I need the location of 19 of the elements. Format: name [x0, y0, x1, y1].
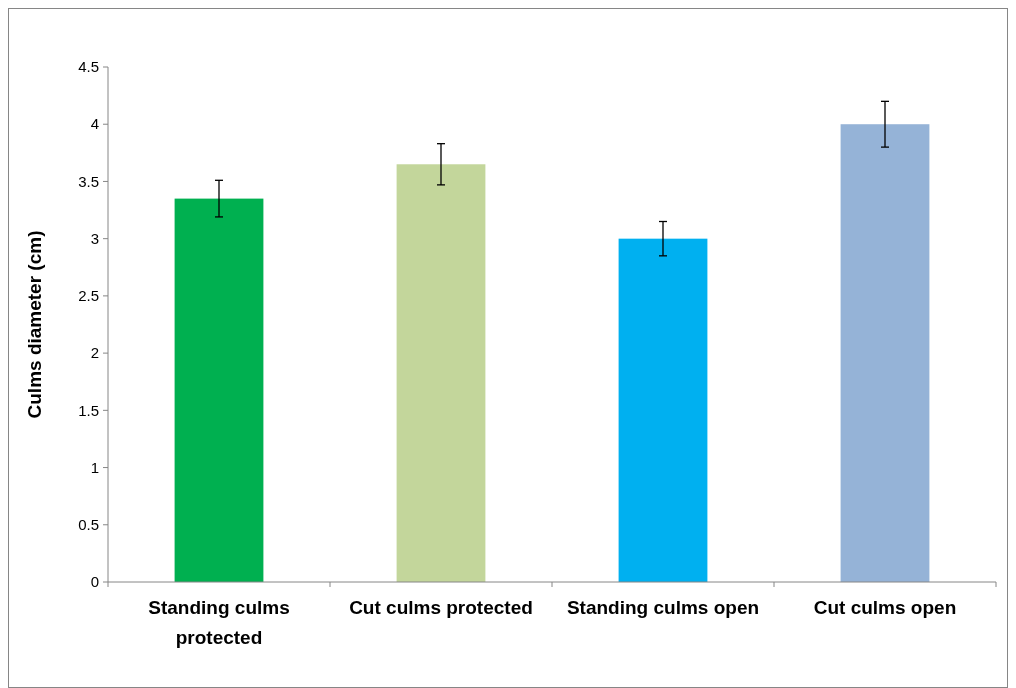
- y-tick-label: 4.5: [78, 58, 99, 76]
- x-tick-label: Standing culms protected: [148, 597, 290, 648]
- y-tick-label: 3: [90, 229, 99, 247]
- y-tick-label: 0.5: [78, 516, 99, 534]
- y-tick-label: 1.5: [78, 401, 99, 419]
- y-tick-label: 2: [90, 344, 99, 362]
- x-tick-label: Cut culms protected: [349, 597, 533, 618]
- x-tick-label: Cut culms open: [813, 597, 957, 618]
- y-tick-label: 1: [90, 458, 99, 476]
- y-axis-title: Culms diameter (cm): [24, 230, 45, 419]
- y-tick-label: 2.5: [78, 287, 99, 305]
- bar: [174, 198, 264, 582]
- bar: [396, 164, 486, 582]
- x-tick-label: Standing culms open: [566, 597, 760, 618]
- y-tick-label: 3.5: [78, 172, 99, 190]
- bar: [618, 238, 708, 582]
- y-tick-label: 4: [90, 115, 99, 133]
- bar: [840, 124, 930, 582]
- y-tick-label: 0: [90, 573, 99, 591]
